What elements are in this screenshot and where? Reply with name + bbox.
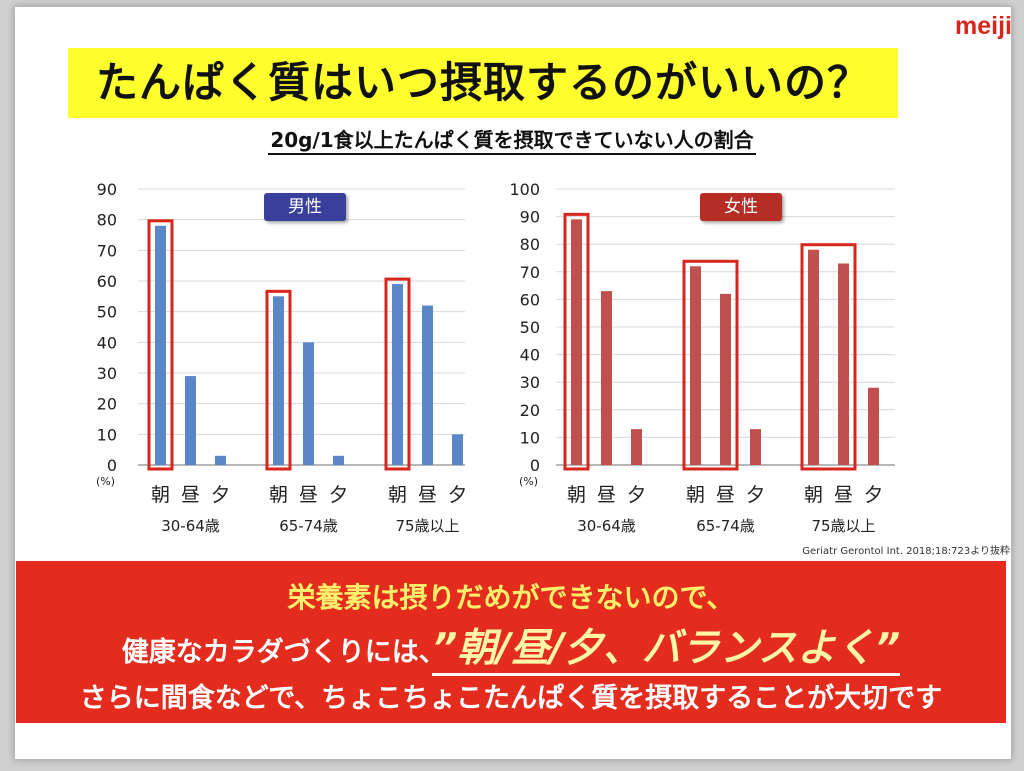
female-y-tick-label: 0: [530, 456, 540, 475]
female-y-tick-label: 100: [509, 180, 540, 199]
female-y-tick-label: 70: [520, 263, 540, 282]
male-legend-badge: 男性: [264, 193, 346, 221]
female-bar: [720, 293, 731, 465]
citation: Geriatr Gerontol Int. 2018;18:723より抜粋: [802, 546, 1010, 557]
female-highlight-box: [563, 212, 590, 471]
chart-subtitle: 20g/1食以上たんぱく質を摂取できていない人の割合: [0, 124, 1024, 155]
female-highlight-box: [682, 259, 739, 471]
male-meal-label: 夕: [211, 484, 230, 506]
male-y-tick-label: 90: [97, 180, 117, 199]
female-meal-label: 昼: [716, 484, 735, 506]
female-group-label: 65-74歳: [696, 517, 755, 535]
male-bar: [333, 455, 344, 465]
female-y-tick-label: 40: [520, 346, 540, 365]
female-meal-label: 朝: [804, 484, 823, 506]
male-group-label: 65-74歳: [279, 517, 338, 535]
male-group-label: 75歳以上: [395, 517, 459, 535]
male-bar: [392, 284, 403, 465]
female-y-tick-label: 10: [520, 428, 540, 447]
banner-line-1: 栄養素は摂りだめができないので、: [287, 581, 735, 614]
male-highlight-box: [147, 219, 174, 471]
male-y-tick-label: 20: [97, 395, 117, 414]
banner-line-2-prefix: 健康なカラダづくりには、: [121, 637, 433, 668]
male-bar: [155, 225, 166, 465]
male-y-tick-label: 80: [97, 211, 117, 230]
female-bar: [690, 266, 701, 465]
female-legend-badge: 女性: [700, 193, 782, 221]
female-meal-label: 朝: [686, 484, 705, 506]
male-meal-label: 夕: [329, 484, 348, 506]
female-meal-label: 夕: [746, 484, 765, 506]
male-meal-label: 朝: [269, 484, 288, 506]
female-group-label: 30-64歳: [577, 517, 636, 535]
female-y-tick-label: 90: [520, 208, 540, 227]
male-y-tick-label: 30: [97, 364, 117, 383]
female-bar: [868, 387, 879, 465]
male-y-tick-label: 40: [97, 333, 117, 352]
banner-line-3: さらに間食などで、ちょこちょこたんぱく質を摂取することが大切です: [79, 683, 943, 714]
male-highlight-box: [265, 289, 292, 471]
female-y-tick-label: 20: [520, 401, 540, 420]
male-y-tick-label: 10: [97, 425, 117, 444]
female-meal-label: 朝: [567, 484, 586, 506]
meiji-logo: meiji: [955, 12, 1012, 40]
male-bar: [273, 296, 284, 465]
female-bar: [838, 263, 849, 465]
female-unit-label: (%): [519, 475, 538, 488]
female-y-tick-label: 30: [520, 373, 540, 392]
male-y-tick-label: 0: [107, 456, 117, 475]
female-meal-label: 夕: [864, 484, 883, 506]
female-highlight-box: [800, 243, 857, 471]
chart-subtitle-text: 20g/1食以上たんぱく質を摂取できていない人の割合: [268, 128, 756, 155]
female-bar: [750, 429, 761, 465]
male-group-label: 30-64歳: [161, 517, 220, 535]
female-y-tick-label: 80: [520, 235, 540, 254]
female-meal-label: 昼: [834, 484, 853, 506]
male-bar: [452, 434, 463, 465]
male-bar: [422, 305, 433, 465]
female-meal-label: 夕: [627, 484, 646, 506]
slide-title: たんぱく質はいつ摂取するのがいいの？: [95, 58, 870, 107]
banner-line-2: 健康なカラダづくりには、”朝/昼/夕、バランスよく”: [16, 617, 1006, 676]
female-y-tick-label: 60: [520, 290, 540, 309]
female-bar: [571, 219, 582, 465]
male-meal-label: 昼: [418, 484, 437, 506]
male-y-tick-label: 50: [97, 303, 117, 322]
male-meal-label: 夕: [448, 484, 467, 506]
male-meal-label: 朝: [388, 484, 407, 506]
female-meal-label: 昼: [597, 484, 616, 506]
male-bar: [215, 455, 226, 465]
male-unit-label: (%): [96, 475, 115, 488]
female-group-label: 75歳以上: [811, 517, 875, 535]
male-bar: [185, 376, 196, 465]
female-bar: [631, 429, 642, 465]
female-bar: [601, 291, 612, 465]
male-highlight-box: [384, 277, 411, 471]
female-bar: [808, 249, 819, 465]
male-meal-label: 昼: [299, 484, 318, 506]
banner-emphasis: ”朝/昼/夕、バランスよく”: [432, 626, 901, 676]
male-y-tick-label: 60: [97, 272, 117, 291]
female-y-tick-label: 50: [520, 318, 540, 337]
male-bar: [303, 342, 314, 465]
male-meal-label: 朝: [151, 484, 170, 506]
message-banner: [16, 561, 1006, 723]
male-y-tick-label: 70: [97, 241, 117, 260]
title-highlight: [68, 48, 898, 118]
male-meal-label: 昼: [181, 484, 200, 506]
